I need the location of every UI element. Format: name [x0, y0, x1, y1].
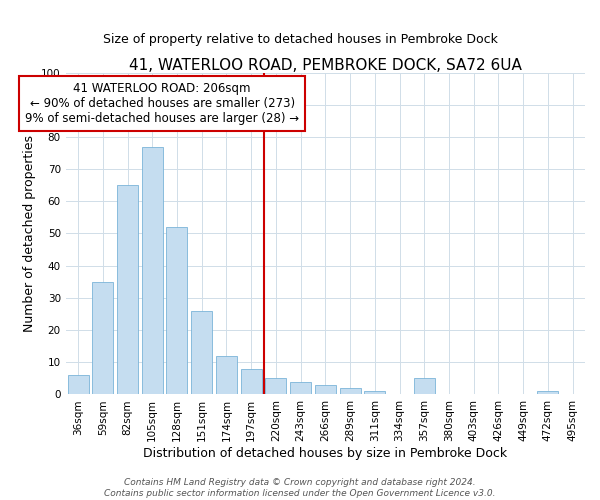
Bar	[117, 185, 138, 394]
Text: Contains HM Land Registry data © Crown copyright and database right 2024.
Contai: Contains HM Land Registry data © Crown c…	[104, 478, 496, 498]
Text: Size of property relative to detached houses in Pembroke Dock: Size of property relative to detached ho…	[103, 32, 497, 46]
Bar	[364, 391, 385, 394]
Bar	[166, 227, 187, 394]
Bar	[414, 378, 435, 394]
Bar	[216, 356, 237, 395]
Bar	[68, 375, 89, 394]
Bar	[92, 282, 113, 395]
Y-axis label: Number of detached properties: Number of detached properties	[23, 135, 35, 332]
Bar	[290, 382, 311, 394]
Bar	[191, 310, 212, 394]
Bar	[142, 146, 163, 394]
Bar	[265, 378, 286, 394]
Bar	[340, 388, 361, 394]
Title: 41, WATERLOO ROAD, PEMBROKE DOCK, SA72 6UA: 41, WATERLOO ROAD, PEMBROKE DOCK, SA72 6…	[129, 58, 522, 72]
Bar	[241, 368, 262, 394]
Text: 41 WATERLOO ROAD: 206sqm
← 90% of detached houses are smaller (273)
9% of semi-d: 41 WATERLOO ROAD: 206sqm ← 90% of detach…	[25, 82, 299, 125]
X-axis label: Distribution of detached houses by size in Pembroke Dock: Distribution of detached houses by size …	[143, 447, 508, 460]
Bar	[538, 391, 559, 394]
Bar	[315, 385, 336, 394]
